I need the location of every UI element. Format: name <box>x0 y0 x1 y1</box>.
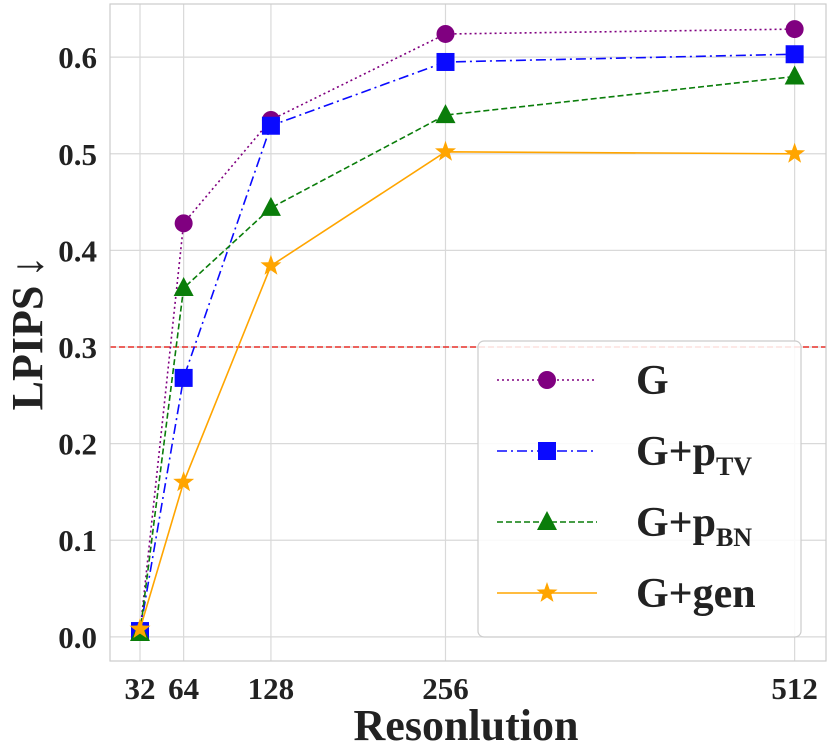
data-point <box>174 214 193 233</box>
legend-label-base: G <box>636 358 669 404</box>
series-g-gen <box>129 140 806 638</box>
x-tick-label: 512 <box>771 671 818 706</box>
data-point <box>174 368 193 387</box>
y-axis-arrow: ↓ <box>3 256 52 278</box>
legend-marker <box>537 511 557 530</box>
legend-item: G+pBN <box>497 500 752 552</box>
x-tick-label: 32 <box>125 671 156 706</box>
data-point <box>435 104 456 124</box>
legend-marker <box>536 582 558 602</box>
data-point <box>261 116 280 135</box>
legend-label-subscript: BN <box>716 523 752 552</box>
y-tick-label: 0.6 <box>58 40 97 75</box>
x-tick-label: 128 <box>248 671 295 706</box>
x-axis-label: Resonlution <box>354 701 579 746</box>
data-point <box>260 254 282 275</box>
legend-label: G+pTV <box>636 429 752 481</box>
y-tick-labels: 0.0 0.1 0.2 0.3 0.4 0.5 0.6 <box>58 40 97 655</box>
y-tick-label: 0.2 <box>58 427 97 462</box>
data-point <box>173 277 194 297</box>
legend-label: G <box>636 358 669 404</box>
legend-item: G <box>497 358 669 404</box>
x-tick-label: 64 <box>168 671 199 706</box>
data-point <box>785 20 804 39</box>
legend-label-base: G+p <box>636 429 716 475</box>
data-point <box>173 471 195 492</box>
data-point <box>129 618 151 638</box>
legend-item: G+pTV <box>497 429 752 481</box>
legend-label: G+gen <box>636 571 756 617</box>
y-tick-label: 0.0 <box>58 620 97 655</box>
x-tick-label: 256 <box>422 671 469 706</box>
y-axis-label-text: LPIPS <box>3 286 52 411</box>
y-tick-label: 0.1 <box>58 523 97 558</box>
data-point <box>435 140 456 161</box>
y-tick-label: 0.5 <box>58 137 97 172</box>
legend-label: G+pBN <box>636 500 752 552</box>
data-point <box>260 196 281 216</box>
data-point <box>784 65 805 85</box>
legend-marker <box>538 371 556 389</box>
legend-label-subscript: TV <box>716 452 752 481</box>
y-tick-label: 0.3 <box>58 330 97 365</box>
legend-item: G+gen <box>497 571 756 617</box>
y-tick-label: 0.4 <box>58 233 97 268</box>
legend-label-base: G+gen <box>636 571 756 617</box>
y-axis-label: LPIPS ↓ <box>3 256 52 411</box>
x-tick-labels: 32 64 128 256 512 <box>125 671 818 706</box>
data-point <box>784 142 806 163</box>
data-point <box>785 45 804 64</box>
legend-marker <box>538 442 556 460</box>
legend-box <box>477 340 802 638</box>
legend-label-base: G+p <box>636 500 716 546</box>
data-point <box>436 52 455 71</box>
series-group <box>129 20 806 642</box>
data-point <box>436 24 455 43</box>
plot-frame <box>109 3 827 662</box>
